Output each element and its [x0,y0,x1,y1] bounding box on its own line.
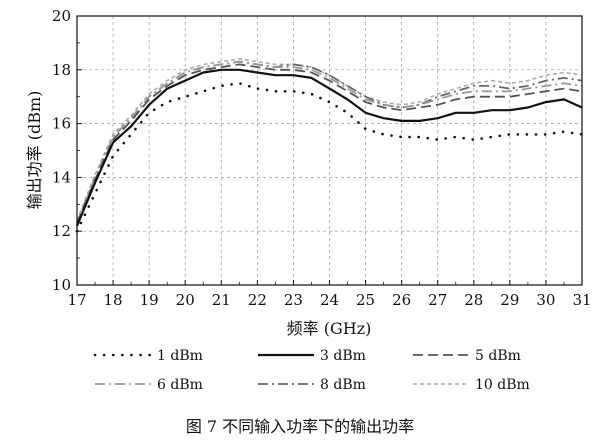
legend-label: 1 dBm [157,348,203,364]
x-tick-label: 27 [428,291,447,309]
y-tick-label: 12 [52,222,71,240]
series-line-3-dbm [75,68,583,227]
series-lines [75,58,584,233]
x-tick-label: 30 [536,291,555,309]
x-tick-label: 26 [392,291,411,309]
x-tick-label: 18 [104,291,123,309]
legend: 1 dBm 3 dBm 5 dBm 6 dBm 8 dBm 10 dBm [93,348,530,393]
grid-lines [77,16,582,285]
x-tick-label: 19 [140,291,159,309]
x-tick-label: 20 [176,291,195,309]
x-tick-label: 28 [464,291,483,309]
y-tick-label: 14 [52,168,71,186]
legend-label: 6 dBm [157,377,203,393]
legend-item: 1 dBm [93,348,203,364]
y-tick-label: 20 [52,7,71,25]
x-tick-label: 25 [356,291,375,309]
y-tick-label: 16 [52,115,71,133]
legend-label: 3 dBm [320,348,366,364]
tick-labels: 17 18 19 20 21 22 23 24 25 26 27 28 29 30 31 10 12 14 16 18… [52,7,592,309]
series-line-5-dbm [76,63,583,224]
x-tick-label: 23 [284,291,303,309]
x-tick-label: 29 [500,291,519,309]
x-tick-label: 21 [212,291,231,309]
x-tick-label: 24 [320,291,339,309]
legend-label: 5 dBm [475,348,521,364]
series-line-6-dbm [76,60,583,224]
legend-label: 10 dBm [475,377,530,393]
series-line-1-dbm [75,82,584,233]
y-axis-title: 输出功率 (dBm) [25,91,44,210]
legend-item: 3 dBm [258,348,366,364]
legend-label: 8 dBm [320,377,366,393]
legend-item: 5 dBm [413,348,521,364]
legend-item: 6 dBm [95,377,203,393]
x-tick-label: 17 [67,291,86,309]
figure-caption: 图 7 不同输入功率下的输出功率 [186,417,414,436]
legend-item: 8 dBm [258,377,366,393]
x-tick-label: 22 [248,291,267,309]
x-tick-label: 31 [572,291,591,309]
axis-ticks [76,15,583,286]
x-axis-title: 频率 (GHz) [287,319,372,338]
legend-item: 10 dBm [413,377,530,393]
y-tick-label: 18 [52,61,71,79]
series-line-10-dbm [76,58,583,221]
y-tick-label: 10 [52,276,71,294]
